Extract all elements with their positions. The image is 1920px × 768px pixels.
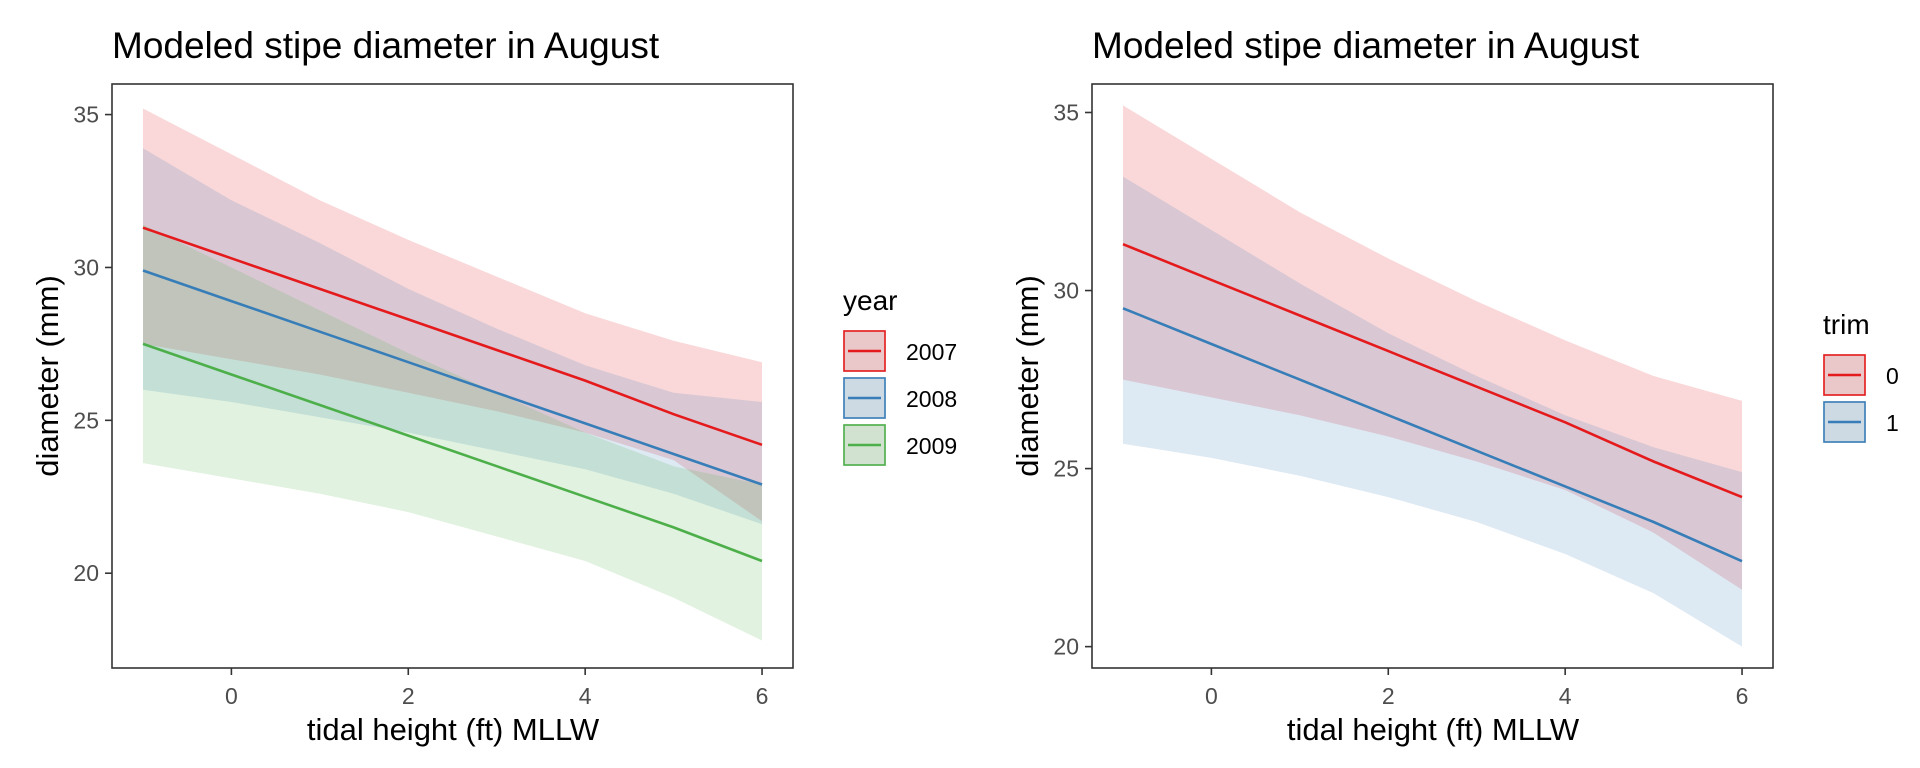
x-tick-label: 0 [1205, 683, 1218, 709]
legend-label: 1 [1886, 410, 1899, 436]
y-axis-title: diameter (mm) [30, 275, 65, 477]
series-line-2009 [142, 342, 763, 563]
legend-title: trim [1823, 309, 1870, 340]
y-tick-label: 30 [73, 254, 99, 280]
ribbon-2009 [143, 224, 762, 641]
series-line-1 [1122, 307, 1743, 563]
ribbon-2007 [143, 108, 762, 522]
panel-border [111, 83, 794, 669]
legend-label: 2008 [906, 386, 957, 412]
x-axis-title: tidal height (ft) MLLW [1287, 712, 1580, 747]
x-tick-label: 4 [1559, 683, 1572, 709]
x-tick-label: 2 [402, 683, 415, 709]
ribbon-0 [1123, 105, 1742, 590]
chart-panel-year: Modeled stipe diameter in August 0 2 4 6 20 2… [30, 25, 957, 747]
y-axis-title: diameter (mm) [1010, 275, 1045, 477]
y-tick-label: 20 [1053, 634, 1079, 660]
y-tick-label: 35 [73, 102, 99, 128]
x-tick-label: 0 [225, 683, 238, 709]
ribbon-1 [1123, 176, 1742, 647]
legend-label: 0 [1886, 363, 1899, 389]
legend-item-1: 1 [1823, 401, 1899, 443]
panel-border [1091, 83, 1774, 669]
x-axis-title: tidal height (ft) MLLW [307, 712, 600, 747]
series-line-2007 [142, 226, 763, 447]
y-tick-label: 25 [1053, 456, 1079, 482]
x-tick-label: 2 [1382, 683, 1395, 709]
x-tick-label: 6 [756, 683, 769, 709]
y-tick-label: 35 [1053, 99, 1079, 125]
y-tick-label: 25 [73, 407, 99, 433]
legend-item-0: 0 [1823, 354, 1899, 396]
chart-panel-trim: Modeled stipe diameter in August 0 2 4 6 20 2… [1010, 25, 1899, 747]
plot-area: 0 2 4 6 20 25 30 35 [1053, 83, 1774, 709]
series-line-0 [1122, 242, 1743, 499]
legend: year 2007 2008 2009 [843, 285, 957, 466]
y-tick-label: 30 [1053, 278, 1079, 304]
x-tick-label: 6 [1736, 683, 1749, 709]
y-tick-label: 20 [73, 560, 99, 586]
legend: trim 0 1 [1823, 309, 1899, 443]
legend-item-2008: 2008 [843, 377, 957, 419]
legend-item-2009: 2009 [843, 424, 957, 466]
legend-item-2007: 2007 [843, 330, 957, 372]
legend-title: year [843, 285, 897, 316]
series-line-2008 [142, 269, 763, 486]
chart-title: Modeled stipe diameter in August [112, 25, 660, 66]
x-tick-label: 4 [579, 683, 592, 709]
chart-title: Modeled stipe diameter in August [1092, 25, 1640, 66]
plot-area: 0 2 4 6 20 25 30 35 [73, 83, 794, 709]
legend-label: 2009 [906, 433, 957, 459]
legend-label: 2007 [906, 339, 957, 365]
